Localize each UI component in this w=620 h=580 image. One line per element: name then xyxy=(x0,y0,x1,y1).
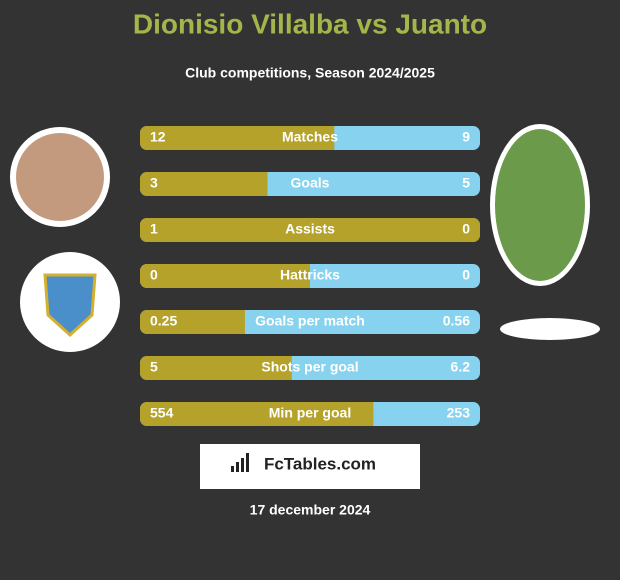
stat-label: Shots per goal xyxy=(261,359,358,375)
stat-label: Goals xyxy=(291,175,330,191)
stat-label: Matches xyxy=(282,129,338,145)
stat-label: Assists xyxy=(285,221,335,237)
right-value: 5 xyxy=(462,175,470,191)
left-value: 1 xyxy=(150,221,158,237)
stat-label: Hattricks xyxy=(280,267,340,283)
title: Dionisio Villalba vs Juanto xyxy=(133,8,487,39)
subtitle: Club competitions, Season 2024/2025 xyxy=(185,65,435,81)
player-right-photo xyxy=(495,129,585,281)
stat-label: Goals per match xyxy=(255,313,365,329)
left-value: 12 xyxy=(150,129,166,145)
brand: FcTables.com xyxy=(264,454,376,473)
blank-badge xyxy=(500,318,600,340)
brand-icon xyxy=(231,453,249,472)
bar-left xyxy=(140,126,335,150)
right-value: 253 xyxy=(447,405,471,421)
bar-left xyxy=(140,264,310,288)
bar-left xyxy=(140,218,480,242)
left-value: 0 xyxy=(150,267,158,283)
bar-left xyxy=(140,172,268,196)
date: 17 december 2024 xyxy=(250,502,371,518)
bar-left xyxy=(140,402,374,426)
left-value: 554 xyxy=(150,405,174,421)
right-value: 6.2 xyxy=(451,359,471,375)
bar-left xyxy=(140,356,292,380)
left-value: 3 xyxy=(150,175,158,191)
right-value: 0.56 xyxy=(443,313,470,329)
right-value: 0 xyxy=(462,221,470,237)
bar-left xyxy=(140,310,245,334)
right-value: 9 xyxy=(462,129,470,145)
club-crest xyxy=(43,273,97,338)
right-value: 0 xyxy=(462,267,470,283)
player-left-face xyxy=(16,133,104,221)
stat-label: Min per goal xyxy=(269,405,351,421)
left-value: 0.25 xyxy=(150,313,177,329)
left-value: 5 xyxy=(150,359,158,375)
